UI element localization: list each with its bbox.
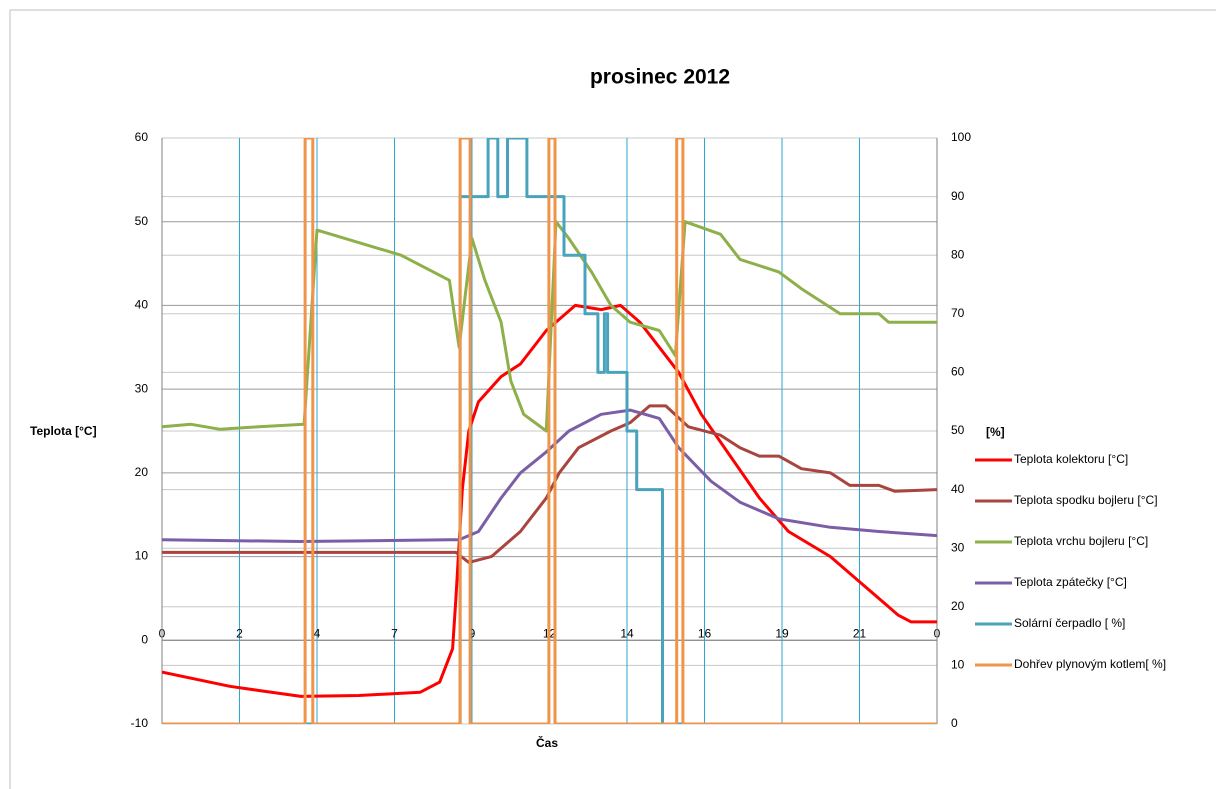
series-line [162,404,937,564]
y2-tick-label: 90 [951,189,965,203]
y2-tick-label: 80 [951,247,965,261]
y2-tick-label: 20 [951,599,965,613]
chart-frame [9,9,1216,789]
y2-tick-label: 40 [951,482,965,496]
legend-label: Dohřev plynovým kotlem[ %] [1014,657,1166,671]
y-tick-label: 20 [135,465,149,479]
y2-tick-label: 70 [951,306,965,320]
legend-label: Solární čerpadlo [ %] [1014,616,1125,630]
y-tick-label: 60 [135,130,149,144]
y2-tick-label: 0 [951,716,958,730]
y-tick-label: 50 [135,214,149,228]
y2-tick-label: 30 [951,540,965,554]
legend-label: Teplota kolektoru [°C] [1014,452,1128,466]
y2-tick-label: 100 [951,130,971,144]
y2-axis-title: [%] [986,425,1005,439]
x-axis-title: Čas [536,735,558,750]
y-tick-label: 40 [135,298,149,312]
y2-tick-label: 60 [951,365,965,379]
legend-label: Teplota vrchu bojleru [°C] [1014,534,1148,548]
chart-title: prosinec 2012 [590,66,730,89]
x-tick-label: 4 [314,626,321,640]
y-axis-title: Teplota [°C] [30,424,97,438]
legend-label: Teplota zpátečky [°C] [1014,575,1127,589]
x-tick-label: 7 [391,626,398,640]
x-tick-label: 21 [853,626,867,640]
x-tick-label: 9 [469,626,476,640]
x-tick-label: 16 [698,626,712,640]
y-tick-label: 0 [141,632,148,646]
y-tick-label: -10 [131,716,149,730]
y2-tick-label: 50 [951,423,965,437]
series-line [162,138,937,724]
legend-label: Teplota spodku bojleru [°C] [1014,493,1158,507]
y2-tick-label: 10 [951,658,965,672]
x-tick-label: 19 [775,626,789,640]
x-tick-label: 14 [620,626,634,640]
y-tick-label: 10 [135,549,149,563]
x-tick-label: 2 [236,626,243,640]
series-line [162,220,937,433]
y-tick-label: 30 [135,381,149,395]
series-line [162,303,937,698]
